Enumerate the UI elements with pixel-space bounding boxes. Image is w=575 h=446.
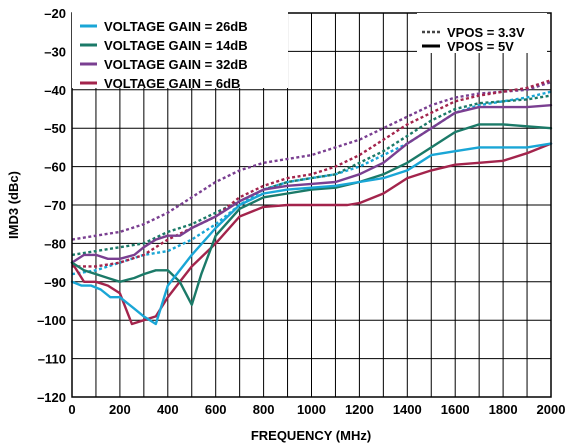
y-tick-label: –110 (38, 352, 66, 367)
y-tick-label: –60 (44, 160, 66, 175)
gain-legend-box (72, 12, 288, 88)
y-tick-label: –80 (44, 236, 66, 251)
y-tick-label: –40 (44, 83, 66, 98)
x-tick-label: 400 (157, 402, 179, 417)
legend-label-gain-14db: VOLTAGE GAIN = 14dB (104, 38, 248, 53)
legend-label-vpos-3v3: VPOS = 3.3V (447, 25, 525, 40)
series-line-gain-14db-vpos-5v (70, 123, 553, 306)
series-line-gain-26db-vpos-5v (70, 142, 553, 326)
x-tick-label: 600 (205, 402, 227, 417)
x-tick-label: 0 (68, 402, 75, 417)
legend-label-vpos-5v: VPOS = 5V (447, 39, 514, 54)
series-line-gain-14db-vpos-3v3v (71, 94, 552, 257)
y-tick-label: –20 (44, 6, 66, 21)
x-tick-label: 1800 (489, 402, 518, 417)
y-tick-label: –30 (44, 44, 66, 59)
x-tick-label: 1600 (441, 402, 470, 417)
y-tick-labels: –20 –30 –40 –50 –60 –70 –80 –90 –100 –110 –120 (37, 6, 66, 405)
x-tick-labels: 0 200 400 600 800 1000 1200 1400 1600 1800 2000 (68, 402, 565, 417)
x-tick-label: 1200 (345, 402, 374, 417)
y-tick-label: –70 (44, 198, 66, 213)
series-line-gain-6db-vpos-3v3v (72, 79, 552, 268)
series-line-gain-26db-vpos-3v3v (71, 90, 552, 276)
plot-frame (71, 12, 552, 398)
y-axis-label: IMD3 (dBc) (6, 171, 21, 239)
series-line-gain-6db-vpos-5v (70, 142, 553, 326)
x-tick-label: 1400 (393, 402, 422, 417)
series-layer (70, 79, 553, 326)
x-tick-label: 1000 (297, 402, 326, 417)
vpos-legend: VPOS = 3.3V VPOS = 5V (417, 13, 547, 54)
series-line-gain-32db-vpos-5v (70, 103, 553, 264)
y-tick-label: –50 (44, 121, 66, 136)
x-tick-label: 800 (253, 402, 275, 417)
y-tick-label: –100 (37, 313, 66, 328)
x-tick-label: 2000 (537, 402, 566, 417)
gain-legend: VOLTAGE GAIN = 26dB VOLTAGE GAIN = 14dB … (72, 12, 288, 91)
x-tick-label: 200 (109, 402, 131, 417)
y-tick-label: –120 (37, 390, 66, 405)
y-tick-label: –90 (44, 275, 66, 290)
legend-label-gain-26db: VOLTAGE GAIN = 26dB (104, 19, 248, 34)
x-axis-label: FREQUENCY (MHz) (251, 428, 371, 443)
legend-label-gain-32db: VOLTAGE GAIN = 32dB (104, 57, 248, 72)
legend-label-gain-6db: VOLTAGE GAIN = 6dB (104, 76, 240, 91)
